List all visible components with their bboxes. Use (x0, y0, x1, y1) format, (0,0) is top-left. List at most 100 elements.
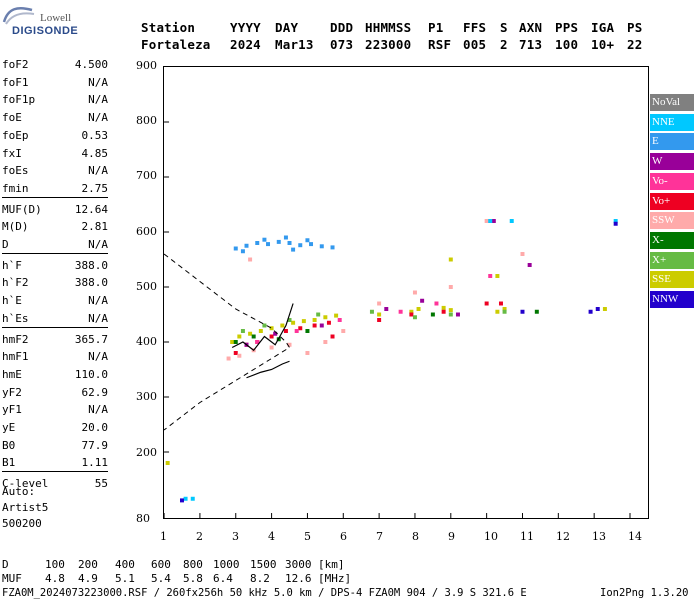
param-label: M(D) (2, 220, 29, 234)
header-doy-value: 073 (330, 37, 354, 52)
header-ffs-value: 005 (463, 37, 487, 52)
echo-point (273, 331, 278, 336)
echo-point (520, 252, 525, 256)
legend-item: SSE (650, 271, 694, 289)
param-label: fxI (2, 146, 22, 160)
distance-3000: 3000 (285, 558, 312, 571)
param-label: foF2 (2, 58, 29, 71)
param-value: 388.0 (74, 276, 108, 290)
echo-point (434, 301, 439, 306)
echo-point (341, 329, 346, 333)
header-pps-label: PPS (555, 20, 579, 35)
param-value: 388.0 (74, 258, 108, 272)
echo-point (448, 257, 453, 262)
param-label: foEp (2, 128, 29, 142)
echo-point (287, 342, 292, 347)
legend-item: Vo+ (650, 192, 694, 210)
header-iga-label: IGA (591, 20, 615, 35)
echo-point (248, 331, 253, 336)
param-row: hmF2 365.7 (2, 333, 108, 349)
echo-point (294, 329, 299, 333)
echo-point (502, 309, 507, 314)
param-value: N/A (88, 93, 108, 107)
echo-point (251, 334, 256, 339)
echo-point (298, 326, 303, 331)
scaled-trace-line (231, 303, 294, 352)
autoscale-version: 500200 (2, 517, 42, 530)
distance-400: 400 (115, 558, 135, 571)
echo-point (448, 285, 453, 289)
param-label: foF1p (2, 93, 36, 107)
y-tick-label: 400 (136, 335, 157, 349)
echo-point (441, 309, 446, 314)
echo-point (237, 334, 242, 339)
muf-800: 5.8 (183, 572, 203, 585)
header-pps-value: 100 (555, 37, 579, 52)
echo-point (613, 221, 618, 226)
echo-point (330, 245, 335, 250)
param-value: 4.500 (74, 58, 108, 71)
header-doy-label: DDD (330, 20, 354, 35)
echo-point (233, 246, 238, 251)
echo-point (280, 323, 285, 328)
y-tick-label: 300 (136, 390, 157, 404)
echo-point (448, 312, 453, 317)
echo-point (255, 340, 260, 344)
echo-point (258, 329, 263, 333)
param-value: N/A (88, 164, 108, 178)
x-tick-label: 9 (448, 530, 455, 543)
echo-point (495, 309, 500, 314)
echo-point (319, 244, 324, 249)
echo-point (412, 315, 417, 320)
param-label: foE (2, 111, 22, 125)
param-label: foEs (2, 164, 29, 178)
param-value: N/A (88, 294, 108, 308)
muf-1000: 6.4 (213, 572, 233, 585)
param-label: h`Es (2, 311, 29, 325)
legend-item: NNE (650, 113, 694, 131)
echo-point (276, 239, 281, 244)
echo-point (377, 312, 382, 317)
param-row: M(D) 2.81 (2, 220, 108, 236)
x-tick-label: 13 (592, 530, 606, 543)
profile-dashed-curve (164, 253, 291, 431)
param-value: 20.0 (81, 421, 109, 434)
echo-point (165, 461, 170, 465)
param-row: foE N/A (2, 111, 108, 127)
header-day-value: Mar13 (275, 37, 314, 52)
echo-point (180, 498, 184, 503)
param-row: MUF(D) 12.64 (2, 203, 108, 219)
autoscale-label: Auto: (2, 485, 36, 498)
echo-point (312, 323, 317, 328)
echo-point (398, 309, 403, 314)
echo-point (488, 219, 493, 223)
x-tick-label: 3 (232, 530, 239, 543)
param-row: h`E N/A (2, 294, 108, 310)
echo-point (495, 274, 500, 278)
echo-point (377, 318, 382, 322)
echo-point (244, 243, 249, 248)
echo-point (287, 318, 292, 322)
param-row: hmF1 N/A (2, 350, 108, 366)
header-axn-label: AXN (519, 20, 543, 35)
muf-200: 4.9 (78, 572, 98, 585)
echo-point (319, 323, 324, 328)
x-tick-label: 11 (520, 530, 534, 543)
muf-600: 5.4 (151, 572, 171, 585)
header-day-label: DAY (275, 20, 299, 35)
echo-point (305, 238, 310, 243)
y-tick-label: 200 (136, 445, 157, 459)
header-ps-value: 22 (627, 37, 643, 52)
x-tick-label: 5 (304, 530, 311, 543)
param-row: yF2 62.9 (2, 386, 108, 402)
echo-point (330, 334, 335, 339)
header-axn-value: 713 (519, 37, 543, 52)
software-version: Ion2Png 1.3.20 (600, 587, 689, 599)
echo-point (316, 312, 321, 317)
echo-point (334, 313, 339, 318)
param-separator (2, 252, 108, 254)
param-label: MUF(D) (2, 202, 42, 216)
param-row: foF2 4.500 (2, 58, 108, 74)
x-tick-label: 12 (556, 530, 570, 543)
header-time-label: HHMMSS (365, 20, 412, 35)
